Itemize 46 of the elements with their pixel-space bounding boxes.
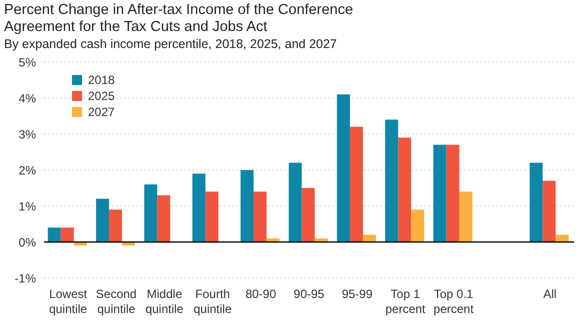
x-tick-label: 95-99 <box>342 287 373 301</box>
x-tick-label: 80-90 <box>245 287 276 301</box>
bar <box>446 144 460 242</box>
legend-label: 2025 <box>88 89 115 103</box>
legend-label: 2018 <box>88 73 115 87</box>
bar <box>254 192 267 242</box>
bar <box>144 184 158 242</box>
bar <box>336 94 350 242</box>
bar <box>542 180 556 242</box>
y-tick-label: -1% <box>14 271 36 286</box>
bar <box>157 195 170 242</box>
bar <box>459 192 472 242</box>
bar <box>109 210 122 242</box>
bar <box>205 192 218 242</box>
bar <box>530 162 543 242</box>
bar <box>240 170 254 242</box>
x-tick-label: Fourth quintile <box>194 287 232 316</box>
bar <box>288 162 302 242</box>
bar <box>556 234 569 242</box>
bar <box>96 198 110 242</box>
bar <box>302 188 315 242</box>
bar <box>398 138 412 242</box>
chart-title: Percent Change in After-tax Income of the Conference Agreement for the Tax Cuts and Jobs Act <box>4 2 354 36</box>
y-tick-label: 3% <box>18 127 36 142</box>
x-tick-label: Top 1 percent <box>385 287 426 316</box>
bar <box>192 174 206 242</box>
y-tick-label: 1% <box>18 199 36 214</box>
bar <box>60 228 74 242</box>
bar <box>411 210 424 242</box>
chart-subtitle: By expanded cash income percentile, 2018, 2025, and 2027 <box>4 36 338 52</box>
x-tick-label: Top 0.1 percent <box>434 287 474 316</box>
x-tick-label: Second quintile <box>96 287 137 316</box>
x-tick-label: Middle quintile <box>145 287 184 316</box>
bar <box>385 120 398 242</box>
bar <box>350 126 363 242</box>
legend-label: 2027 <box>88 105 115 119</box>
x-tick-label: 90-95 <box>294 287 325 301</box>
y-tick-label: 5% <box>18 55 36 70</box>
x-tick-label: All <box>543 287 557 301</box>
y-tick-label: 2% <box>18 163 36 178</box>
bar <box>433 144 446 242</box>
x-tick-label: Lowest quintile <box>49 287 88 316</box>
y-tick-label: 4% <box>18 91 36 106</box>
bar <box>362 234 376 242</box>
y-tick-label: 0% <box>18 235 36 250</box>
bar <box>48 228 61 242</box>
